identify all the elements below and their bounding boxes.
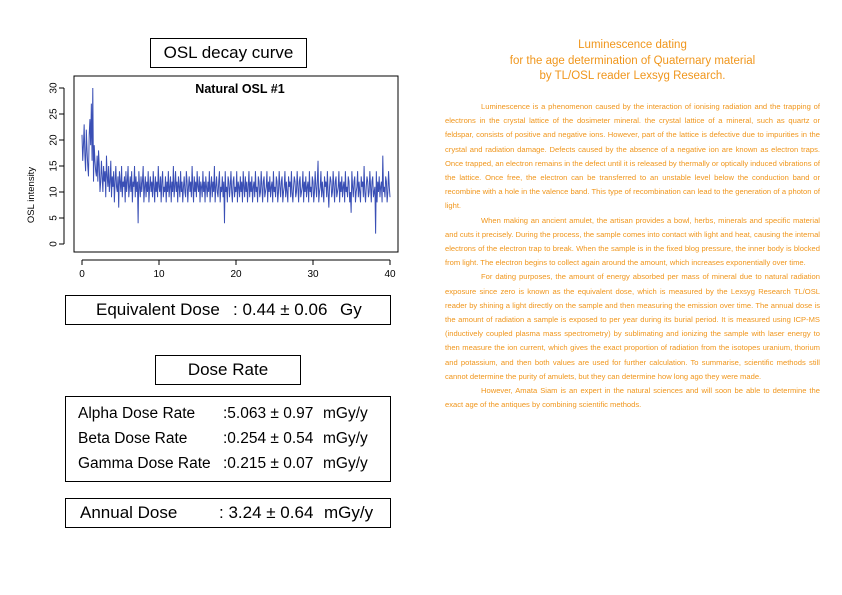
annual-dose-label: Annual Dose xyxy=(80,503,178,522)
equivalent-dose-value: : 0.44 ± 0.06 xyxy=(233,300,328,319)
dose-rate-title-text: Dose Rate xyxy=(187,360,269,379)
article-paragraph: However, Amata Siam is an expert in the … xyxy=(445,386,820,410)
article-paragraph: For dating purposes, the amount of energ… xyxy=(445,272,820,381)
chart-title: Natural OSL #1 xyxy=(195,82,284,96)
dose-rate-unit: mGy/y xyxy=(323,430,368,447)
article-title-line: Luminescence dating xyxy=(578,39,687,51)
dose-rates-box: Alpha Dose Rate :5.063 ± 0.97 mGy/y Beta… xyxy=(65,396,391,482)
equivalent-dose-box: Equivalent Dose : 0.44 ± 0.06 Gy xyxy=(65,295,391,325)
dose-rate-label: Gamma Dose Rate xyxy=(78,455,211,472)
chart-plot-frame xyxy=(73,75,399,253)
article-paragraph: Luminescence is a phenomenon caused by t… xyxy=(445,102,820,211)
x-tick-label: 20 xyxy=(230,269,242,280)
y-tick-label: 15 xyxy=(49,160,60,172)
y-tick-label: 0 xyxy=(49,241,60,247)
chart-y-axis-label: OSL intensity xyxy=(26,167,37,223)
series-line-osl xyxy=(81,87,391,234)
x-tick-label: 10 xyxy=(153,269,165,280)
annual-dose-unit: mGy/y xyxy=(324,503,374,522)
y-tick-label: 10 xyxy=(49,186,60,198)
x-tick-label: 40 xyxy=(384,269,396,280)
x-tick-label: 30 xyxy=(307,269,319,280)
dose-rate-value: :0.254 ± 0.54 xyxy=(223,430,314,447)
osl-title-text: OSL decay curve xyxy=(163,43,294,62)
chart-axes: 0 10 20 30 40 0 5 10 15 20 25 30 xyxy=(49,82,396,280)
dose-rate-unit: mGy/y xyxy=(323,455,368,472)
dose-rate-unit: mGy/y xyxy=(323,405,368,422)
equivalent-dose-unit: Gy xyxy=(340,300,362,319)
osl-decay-curve-title: OSL decay curve xyxy=(150,38,307,68)
article-body: Luminescence is a phenomenon caused by t… xyxy=(445,100,820,412)
article-title-line: for the age determination of Quaternary … xyxy=(509,54,756,67)
y-tick-label: 30 xyxy=(49,82,60,94)
article-paragraph: When making an ancient amulet, the artis… xyxy=(445,215,820,268)
dose-rate-title: Dose Rate xyxy=(155,355,301,385)
dose-rate-value: :0.215 ± 0.07 xyxy=(223,455,314,472)
dose-rate-value: :5.063 ± 0.97 xyxy=(223,405,314,422)
annual-dose-value: : 3.24 ± 0.64 xyxy=(219,503,314,522)
y-tick-label: 20 xyxy=(49,134,60,146)
x-tick-label: 0 xyxy=(79,269,85,280)
equivalent-dose-label: Equivalent Dose xyxy=(96,300,220,319)
osl-decay-chart: Natural OSL #1 OSL intensity 0 10 20 30 40 0 5… xyxy=(26,75,399,280)
annual-dose-box: Annual Dose : 3.24 ± 0.64 mGy/y xyxy=(65,498,391,528)
y-tick-label: 25 xyxy=(49,108,60,120)
dose-rate-label: Beta Dose Rate xyxy=(78,430,188,447)
y-tick-label: 5 xyxy=(49,215,60,221)
article-title-line: by TL/OSL reader Lexsyg Research. xyxy=(539,70,726,82)
dose-rate-label: Alpha Dose Rate xyxy=(78,405,196,422)
article-title: Luminescence dating for the age determin… xyxy=(445,38,820,85)
